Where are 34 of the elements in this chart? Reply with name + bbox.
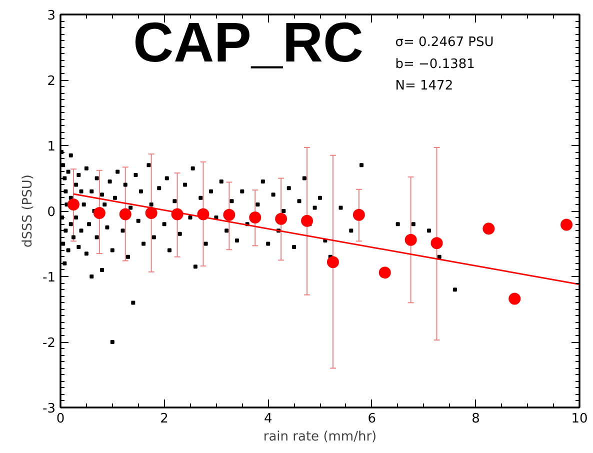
x-tick-label: 2	[160, 412, 168, 426]
point	[508, 292, 521, 305]
y-tick-label: -3	[42, 402, 56, 416]
y-tick-label: 2	[47, 74, 56, 89]
annotation: N= 1472	[395, 78, 454, 94]
point	[93, 206, 106, 219]
annotation: CAP_RC	[133, 10, 364, 74]
point	[145, 206, 158, 219]
x-axis-title: rain rate (mm/hr)	[263, 430, 377, 444]
x-tick-label: 8	[472, 412, 480, 426]
point	[223, 208, 236, 221]
point	[404, 234, 417, 246]
point	[560, 218, 573, 231]
x-tick-label: 6	[368, 412, 376, 426]
point	[301, 214, 314, 227]
point	[249, 212, 262, 224]
annotation: b= −0.1381	[395, 56, 475, 72]
annotation: σ= 0.2467 PSU	[395, 35, 494, 50]
x-tick-label: 10	[571, 412, 588, 426]
y-tick-label: 3	[47, 8, 56, 24]
point	[352, 208, 365, 221]
point	[326, 256, 339, 268]
point	[275, 212, 288, 225]
y-tick-label: 1	[47, 140, 56, 154]
y-axis-title: dSSS (PSU)	[20, 174, 36, 248]
point	[67, 198, 80, 210]
point	[378, 266, 391, 279]
point	[482, 222, 495, 235]
point	[430, 237, 443, 250]
y-tick-label: -2	[42, 336, 56, 351]
y-tick-label: 0	[47, 205, 56, 220]
x-tick-label: 4	[264, 412, 272, 426]
y-tick-label: -1	[42, 270, 56, 286]
point	[119, 208, 132, 220]
